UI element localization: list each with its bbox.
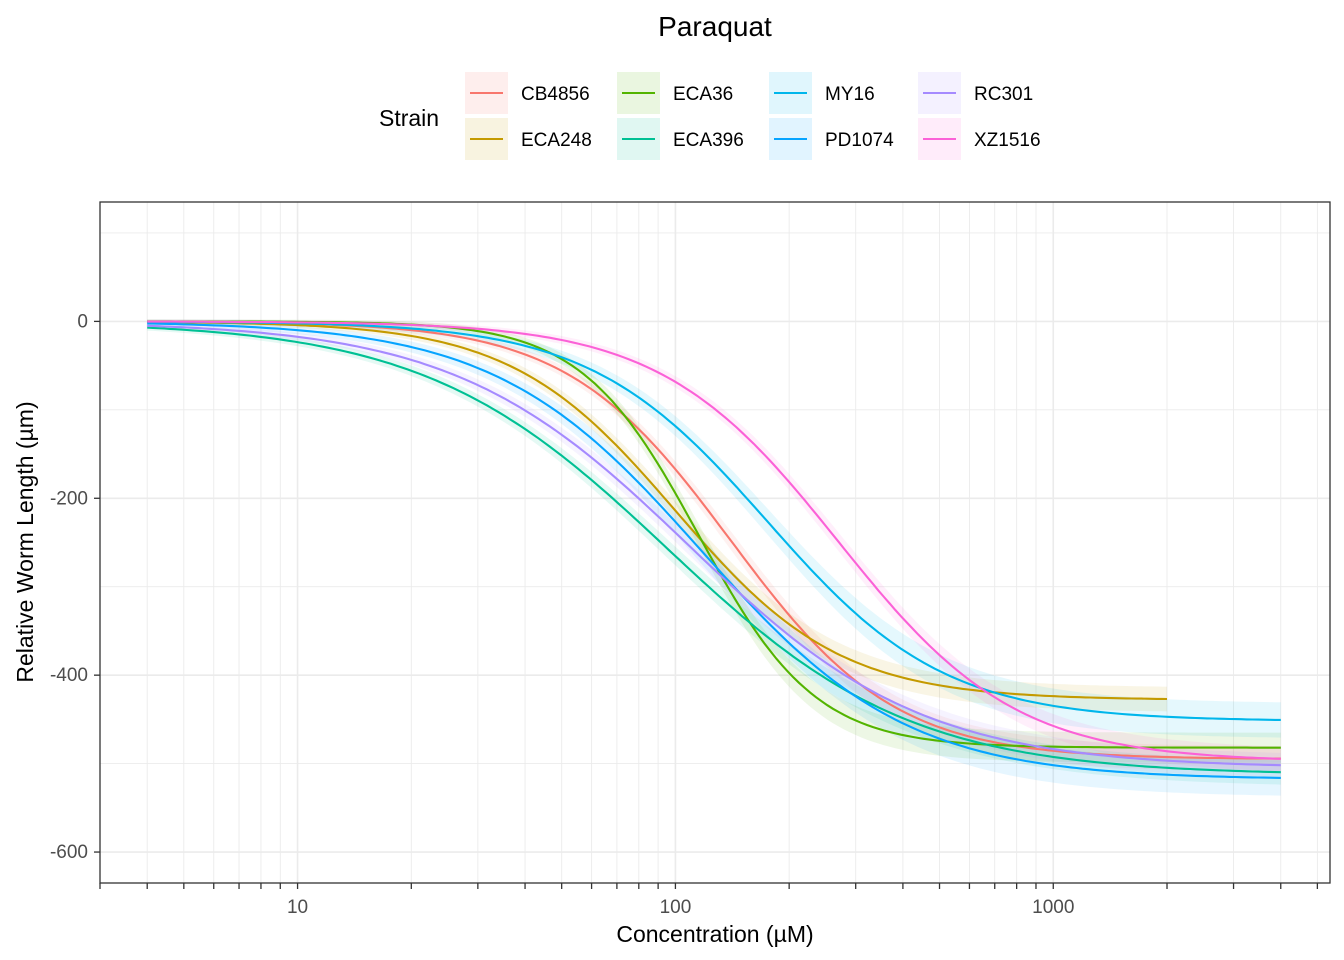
y-axis: 0 -200 -400 -600 <box>50 311 100 863</box>
legend-label: XZ1516 <box>974 130 1041 151</box>
legend-key-eca396: ECA396 <box>617 118 744 160</box>
legend-key-eca36: ECA36 <box>617 72 733 114</box>
chart-title: Paraquat <box>658 11 772 42</box>
legend-key-cb4856: CB4856 <box>465 72 590 114</box>
curve-eca396 <box>147 326 1281 774</box>
y-tick-label: -400 <box>50 665 88 686</box>
legend-label: ECA36 <box>673 84 733 105</box>
ribbon-pd1074 <box>147 320 1281 796</box>
legend-label: ECA248 <box>521 130 592 151</box>
legend-title: Strain <box>379 105 439 131</box>
legend-key-my16: MY16 <box>769 72 875 114</box>
y-tick-label: 0 <box>77 311 88 332</box>
minor-gridlines <box>99 202 1330 883</box>
x-tick-label: 10 <box>287 897 308 918</box>
curve-my16 <box>147 320 1281 721</box>
legend-label: CB4856 <box>521 84 590 105</box>
legend-label: ECA396 <box>673 130 744 151</box>
legend-label: PD1074 <box>825 130 894 151</box>
legend-key-rc301: RC301 <box>918 72 1033 114</box>
curve-rc301 <box>147 324 1281 767</box>
ribbon-xz1516 <box>147 319 1281 772</box>
legend-key-eca248: ECA248 <box>465 118 592 160</box>
curve-pd1074 <box>147 322 1281 779</box>
confidence-bands <box>147 319 1281 796</box>
y-tick-label: -200 <box>50 488 88 509</box>
panel-border <box>99 201 1331 884</box>
plot-panel <box>99 201 1331 884</box>
curve-xz1516 <box>147 320 1281 760</box>
panel-background <box>100 202 1330 883</box>
y-axis-label: Relative Worm Length (µm) <box>12 401 38 682</box>
x-axis: 10 100 1000 <box>99 883 1319 918</box>
legend-label: RC301 <box>974 84 1033 105</box>
y-tick-label: -600 <box>50 842 88 863</box>
legend: Strain CB4856 ECA248 ECA36 ECA396 MY16 PD1074… <box>379 72 1041 160</box>
x-tick-label: 100 <box>660 897 692 918</box>
legend-key-pd1074: PD1074 <box>769 118 894 160</box>
legend-key-xz1516: XZ1516 <box>918 118 1041 160</box>
fitted-curves <box>147 320 1281 779</box>
x-tick-label: 1000 <box>1032 897 1074 918</box>
legend-label: MY16 <box>825 84 875 105</box>
x-axis-label: Concentration (µM) <box>616 921 813 947</box>
